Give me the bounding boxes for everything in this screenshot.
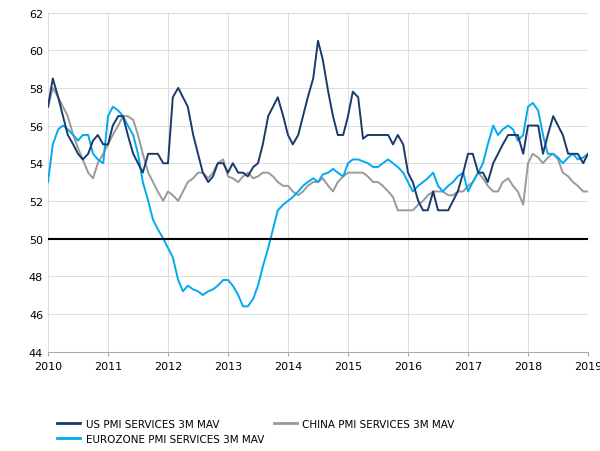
CHINA PMI SERVICES 3M MAV	[44, 105, 52, 110]
EUROZONE PMI SERVICES 3M MAV	[85, 133, 92, 138]
Legend: US PMI SERVICES 3M MAV, EUROZONE PMI SERVICES 3M MAV, CHINA PMI SERVICES 3M MAV: US PMI SERVICES 3M MAV, EUROZONE PMI SER…	[53, 414, 459, 448]
EUROZONE PMI SERVICES 3M MAV	[44, 180, 52, 185]
CHINA PMI SERVICES 3M MAV	[340, 175, 347, 180]
EUROZONE PMI SERVICES 3M MAV	[239, 304, 247, 309]
US PMI SERVICES 3M MAV	[340, 133, 347, 138]
CHINA PMI SERVICES 3M MAV	[89, 176, 97, 182]
US PMI SERVICES 3M MAV	[224, 170, 232, 176]
Line: EUROZONE PMI SERVICES 3M MAV: EUROZONE PMI SERVICES 3M MAV	[48, 104, 588, 307]
CHINA PMI SERVICES 3M MAV	[229, 176, 236, 182]
EUROZONE PMI SERVICES 3M MAV	[529, 101, 536, 106]
EUROZONE PMI SERVICES 3M MAV	[194, 289, 202, 295]
EUROZONE PMI SERVICES 3M MAV	[344, 161, 352, 166]
US PMI SERVICES 3M MAV	[404, 170, 412, 176]
CHINA PMI SERVICES 3M MAV	[199, 170, 206, 176]
US PMI SERVICES 3M MAV	[419, 208, 427, 214]
US PMI SERVICES 3M MAV	[85, 152, 92, 157]
Line: CHINA PMI SERVICES 3M MAV: CHINA PMI SERVICES 3M MAV	[48, 89, 588, 211]
US PMI SERVICES 3M MAV	[314, 39, 322, 45]
CHINA PMI SERVICES 3M MAV	[344, 170, 352, 176]
EUROZONE PMI SERVICES 3M MAV	[584, 152, 592, 157]
CHINA PMI SERVICES 3M MAV	[584, 189, 592, 195]
US PMI SERVICES 3M MAV	[584, 152, 592, 157]
CHINA PMI SERVICES 3M MAV	[394, 208, 401, 214]
CHINA PMI SERVICES 3M MAV	[409, 208, 416, 214]
US PMI SERVICES 3M MAV	[344, 114, 352, 120]
EUROZONE PMI SERVICES 3M MAV	[224, 278, 232, 283]
EUROZONE PMI SERVICES 3M MAV	[404, 180, 412, 185]
CHINA PMI SERVICES 3M MAV	[49, 86, 56, 92]
EUROZONE PMI SERVICES 3M MAV	[340, 175, 347, 180]
US PMI SERVICES 3M MAV	[44, 105, 52, 110]
US PMI SERVICES 3M MAV	[194, 152, 202, 157]
Line: US PMI SERVICES 3M MAV: US PMI SERVICES 3M MAV	[48, 42, 588, 211]
